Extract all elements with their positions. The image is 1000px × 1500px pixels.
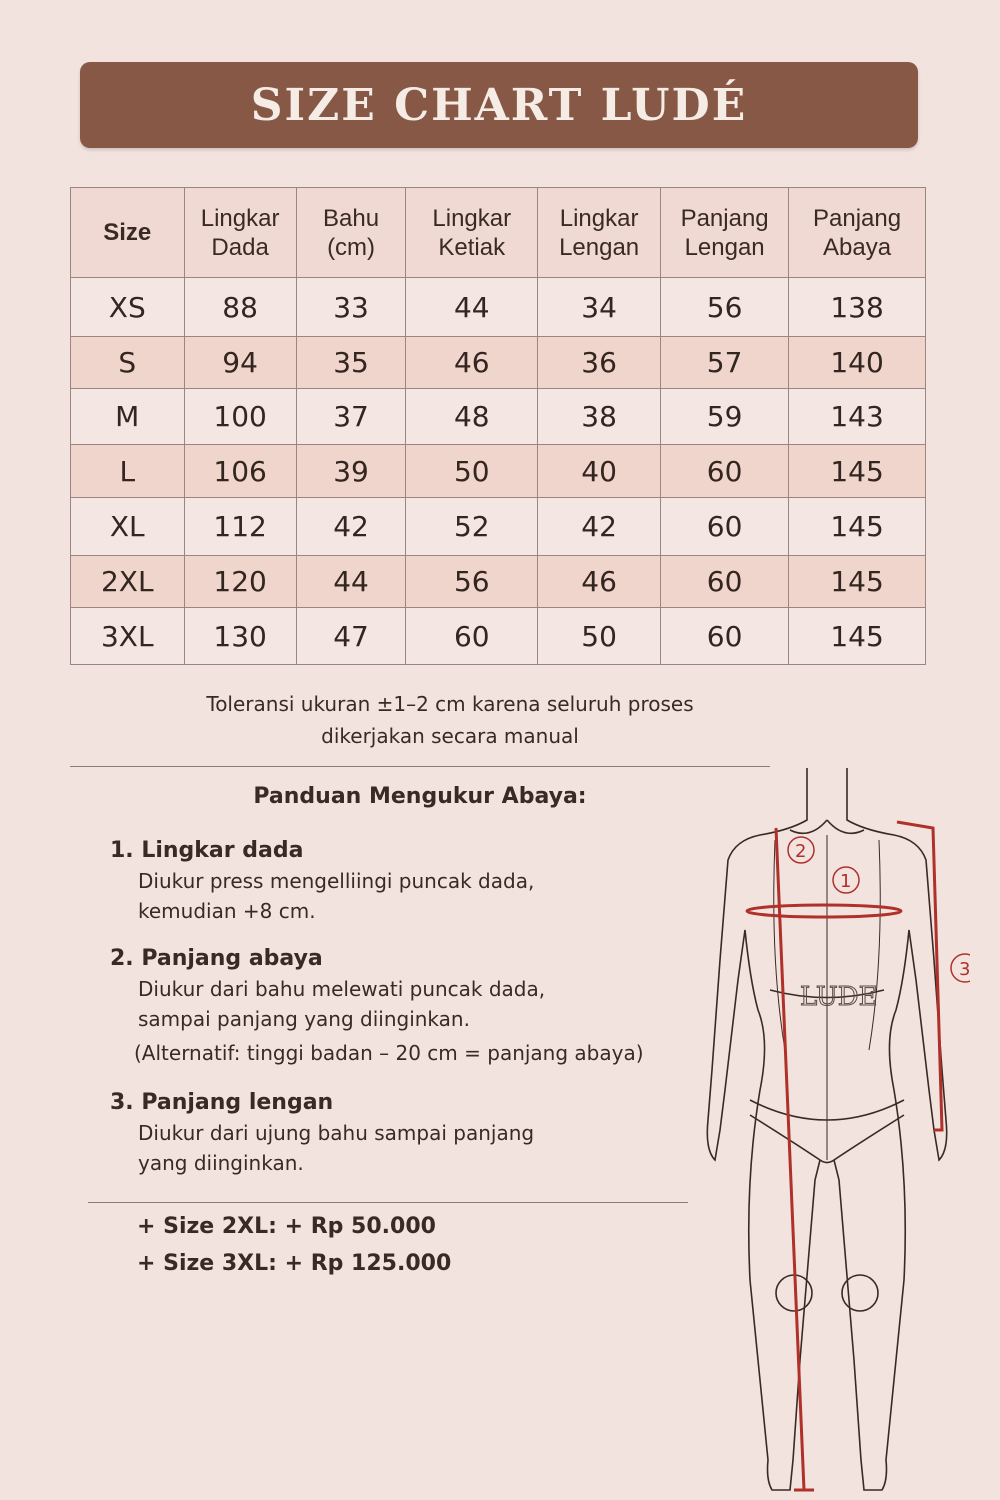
measurement-lines [745,820,944,1492]
tolerance-note: Toleransi ukuran ±1–2 cm karena seluruh … [206,692,694,748]
size-cell: L [70,444,185,498]
value-cell: 44 [405,277,539,337]
value-cell: 112 [183,497,297,556]
value-cell: 94 [183,336,297,389]
value-cell: 50 [405,444,539,498]
value-cell: 143 [788,388,926,445]
value-cell: 56 [660,277,790,337]
measurement-markers: 2 1 3 [787,836,970,983]
value-cell: 106 [183,444,297,498]
value-cell: 33 [295,277,407,337]
value-cell: 34 [537,277,662,337]
table-row: XS 88 33 44 34 56 138 [70,277,926,337]
guide-title: Panduan Mengukur Abaya: [253,784,587,809]
table-row: M 100 37 48 38 59 143 [70,388,926,445]
value-cell: 138 [788,277,926,337]
page-title: SIZE CHART LUDÉ [250,79,748,131]
value-cell: 88 [183,277,297,337]
column-header: Bahu (cm) [295,187,407,278]
value-cell: 47 [295,607,407,665]
value-cell: 44 [295,555,407,608]
marker-3: 3 [959,959,970,980]
column-header: Size [70,187,185,278]
value-cell: 60 [660,497,790,556]
table-row: XL 112 42 52 42 60 145 [70,497,926,556]
divider [70,766,770,767]
divider [88,1202,688,1203]
brand-watermark: LUDE [800,982,878,1012]
value-cell: 50 [537,607,662,665]
value-cell: 42 [537,497,662,556]
mannequin-outline [706,768,948,1491]
value-cell: 120 [183,555,297,608]
size-cell: XL [70,497,185,556]
mannequin-figure: LUDE 2 1 3 [706,768,970,1492]
value-cell: 37 [295,388,407,445]
value-cell: 60 [660,607,790,665]
value-cell: 52 [405,497,539,556]
table-row: L 106 39 50 40 60 145 [70,444,926,498]
value-cell: 36 [537,336,662,389]
value-cell: 100 [183,388,297,445]
column-header: Lingkar Dada [183,187,297,278]
price-3xl: + Size 3XL: + Rp 125.000 [137,1251,452,1276]
size-cell: XS [70,277,185,337]
guide-item-length: 2. Panjang abaya Diukur dari bahu melewa… [110,946,644,1065]
value-cell: 60 [405,607,539,665]
value-cell: 46 [405,336,539,389]
value-cell: 48 [405,388,539,445]
price-2xl: + Size 2XL: + Rp 50.000 [137,1214,436,1239]
value-cell: 40 [537,444,662,498]
size-cell: S [70,336,185,389]
table-row: S 94 35 46 36 57 140 [70,336,926,389]
value-cell: 39 [295,444,407,498]
size-cell: 3XL [70,607,185,665]
guide-item-chest: 1. Lingkar dada Diukur press mengelliing… [110,838,535,923]
value-cell: 35 [295,336,407,389]
value-cell: 60 [660,444,790,498]
value-cell: 57 [660,336,790,389]
value-cell: 46 [537,555,662,608]
value-cell: 145 [788,497,926,556]
marker-2: 2 [795,841,806,862]
column-header: Lingkar Lengan [537,187,662,278]
title-banner: SIZE CHART LUDÉ [80,62,918,148]
table-row: 2XL 120 44 56 46 60 145 [70,555,926,608]
size-cell: M [70,388,185,445]
marker-1: 1 [840,871,851,892]
column-header: Lingkar Ketiak [405,187,539,278]
value-cell: 130 [183,607,297,665]
guide-item-sleeve: 3. Panjang lengan Diukur dari ujung bahu… [110,1090,535,1175]
value-cell: 60 [660,555,790,608]
value-cell: 59 [660,388,790,445]
value-cell: 145 [788,555,926,608]
column-header: Panjang Abaya [788,187,926,278]
value-cell: 140 [788,336,926,389]
table-row: 3XL 130 47 60 50 60 145 [70,607,926,665]
value-cell: 145 [788,444,926,498]
value-cell: 56 [405,555,539,608]
size-cell: 2XL [70,555,185,608]
size-table: Size Lingkar Dada Bahu (cm) Lingkar Ketiak Ling… [70,187,926,665]
value-cell: 38 [537,388,662,445]
value-cell: 145 [788,607,926,665]
value-cell: 42 [295,497,407,556]
column-header: Panjang Lengan [660,187,790,278]
